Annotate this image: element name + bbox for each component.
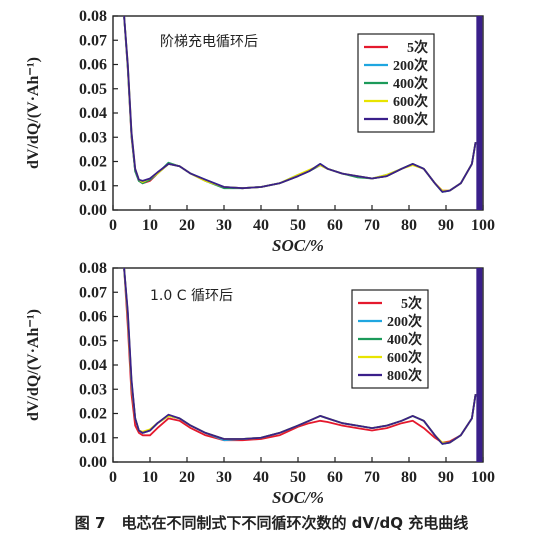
y-tick-label: 0.01 <box>79 178 107 195</box>
x-tick-label: 60 <box>327 469 343 486</box>
panel-annotation: 1.0 C 循环后 <box>150 288 233 304</box>
series-line-800次 <box>123 16 477 193</box>
x-tick-label: 90 <box>438 469 454 486</box>
x-tick-label: 90 <box>438 217 454 234</box>
figure-number: 图 7 <box>74 514 106 532</box>
y-tick-label: 0.07 <box>79 32 107 49</box>
chart-panel-1: 0.00 0.01 0.02 0.03 0.04 0.05 0.06 0.07 0.08 0 10 2… <box>25 8 495 255</box>
x-tick-label: 0 <box>109 217 117 234</box>
x-tick-label: 0 <box>109 469 117 486</box>
y-tick-label: 0.06 <box>79 309 107 326</box>
legend-label-600次: 600次 <box>393 93 428 110</box>
x-axis-label: SOC/% <box>272 236 324 255</box>
x-tick-label: 70 <box>364 217 380 234</box>
x-tick-label: 10 <box>142 217 158 234</box>
legend-label-800次: 800次 <box>393 111 428 128</box>
y-tick-label: 0.05 <box>79 333 107 350</box>
x-tick-label: 20 <box>179 217 195 234</box>
series-line-5次 <box>123 268 477 444</box>
legend-label-400次: 400次 <box>387 331 422 348</box>
series-line-800次 <box>123 268 477 445</box>
legend-label-5次: 5次 <box>401 295 422 312</box>
y-tick-label: 0.05 <box>79 81 107 98</box>
x-tick-label: 50 <box>290 217 306 234</box>
x-tick-label: 30 <box>216 217 232 234</box>
x-tick-label: 30 <box>216 469 232 486</box>
figure-caption-text: 电芯在不同制式下不同循环次数的 dV/dQ 充电曲线 <box>121 514 469 532</box>
x-tick-label: 100 <box>471 469 495 486</box>
y-tick-label: 0.06 <box>79 57 107 74</box>
y-tick-label: 0.00 <box>79 202 107 219</box>
y-tick-label: 0.08 <box>79 8 107 25</box>
y-tick-label: 0.03 <box>79 129 107 146</box>
panel-annotation: 阶梯充电循环后 <box>160 34 258 50</box>
x-tick-label: 80 <box>401 217 417 234</box>
voltage-rise-band <box>476 16 483 210</box>
legend-label-200次: 200次 <box>387 313 422 330</box>
figure-canvas: 0.00 0.01 0.02 0.03 0.04 0.05 0.06 0.07 0.08 0 10 2… <box>25 8 495 507</box>
y-tick-label: 0.01 <box>79 430 107 447</box>
x-tick-label: 20 <box>179 469 195 486</box>
y-tick-label: 0.07 <box>79 284 107 301</box>
y-tick-label: 0.00 <box>79 454 107 471</box>
legend-label-200次: 200次 <box>393 57 428 74</box>
x-tick-label: 50 <box>290 469 306 486</box>
chart-panel-2: 0.00 0.01 0.02 0.03 0.04 0.05 0.06 0.07 0.08 0 10 2… <box>25 260 495 507</box>
y-tick-label: 0.08 <box>79 260 107 277</box>
figure-caption: 图 7 电芯在不同制式下不同循环次数的 dV/dQ 充电曲线 <box>0 512 543 533</box>
x-tick-label: 40 <box>253 469 269 486</box>
x-tick-label: 10 <box>142 469 158 486</box>
y-axis-label: dV/dQ/(V·Ah⁻¹) <box>25 57 42 169</box>
x-tick-label: 70 <box>364 469 380 486</box>
y-tick-label: 0.04 <box>79 357 107 374</box>
y-tick-label: 0.02 <box>79 406 107 423</box>
x-tick-label: 40 <box>253 217 269 234</box>
y-tick-label: 0.02 <box>79 154 107 171</box>
x-axis-label: SOC/% <box>272 488 324 507</box>
y-axis-label: dV/dQ/(V·Ah⁻¹) <box>25 309 42 421</box>
legend-label-5次: 5次 <box>407 39 428 56</box>
voltage-rise-band <box>476 268 483 462</box>
y-tick-label: 0.04 <box>79 105 107 122</box>
x-tick-label: 60 <box>327 217 343 234</box>
x-tick-label: 80 <box>401 469 417 486</box>
legend-label-800次: 800次 <box>387 367 422 384</box>
y-tick-label: 0.03 <box>79 381 107 398</box>
x-tick-label: 100 <box>471 217 495 234</box>
legend-label-400次: 400次 <box>393 75 428 92</box>
legend-label-600次: 600次 <box>387 349 422 366</box>
